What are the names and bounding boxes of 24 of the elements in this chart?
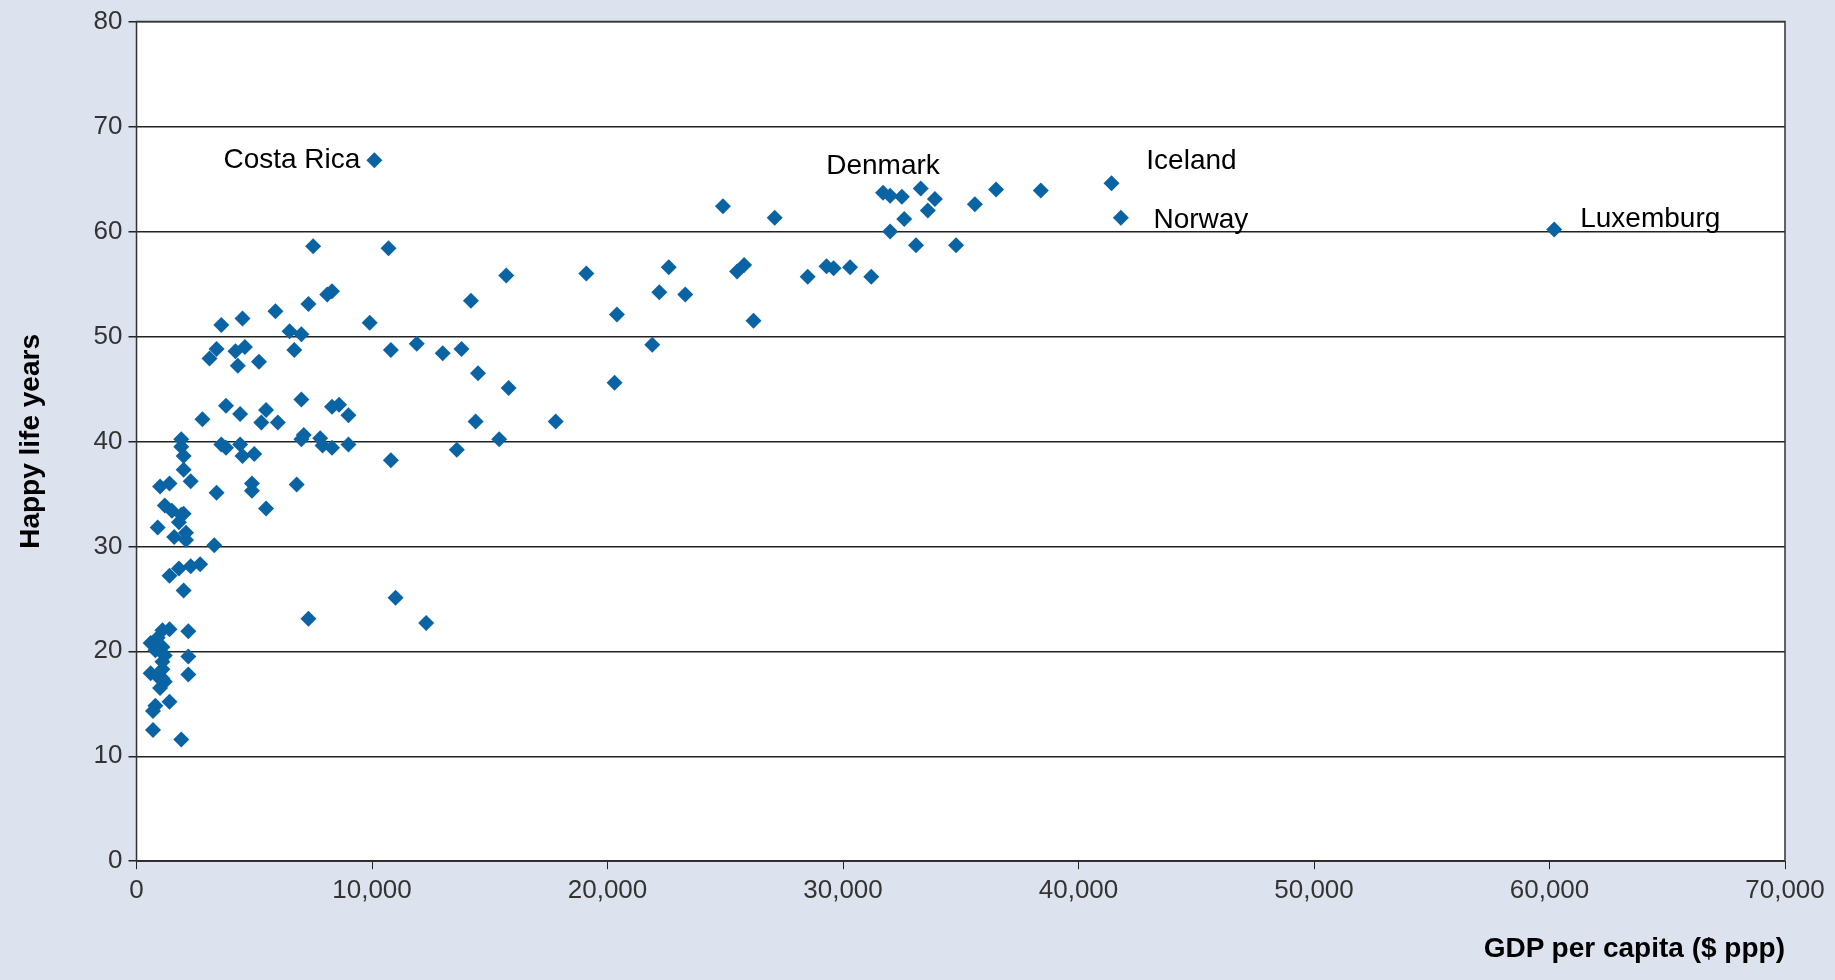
x-tick-label: 60,000 — [1509, 873, 1590, 904]
annotation: Denmark — [826, 149, 941, 181]
x-tick-label: 40,000 — [1038, 873, 1119, 904]
x-axis-title: GDP per capita ($ ppp) — [1483, 931, 1785, 963]
y-tick-label: 20 — [93, 634, 123, 665]
y-tick-label: 40 — [93, 424, 123, 455]
x-tick-label: 0 — [129, 873, 144, 904]
annotation: Luxemburg — [1580, 202, 1721, 234]
annotation: Iceland — [1146, 143, 1237, 175]
y-tick-label: 60 — [93, 214, 123, 245]
x-tick-label: 70,000 — [1745, 873, 1825, 904]
x-tick-label: 30,000 — [803, 873, 883, 904]
x-tick-label: 10,000 — [332, 873, 412, 904]
y-tick-label: 80 — [93, 4, 123, 35]
y-axis-title: Happy life years — [13, 334, 45, 549]
y-tick-label: 10 — [93, 739, 123, 770]
y-tick-label: 30 — [93, 529, 123, 560]
y-tick-label: 70 — [93, 109, 123, 140]
x-tick-label: 50,000 — [1274, 873, 1354, 904]
y-tick-label: 0 — [108, 844, 123, 875]
y-tick-label: 50 — [93, 319, 123, 350]
annotation: Norway — [1153, 202, 1249, 234]
annotation: Costa Rica — [223, 142, 361, 174]
x-tick-label: 20,000 — [567, 873, 648, 904]
